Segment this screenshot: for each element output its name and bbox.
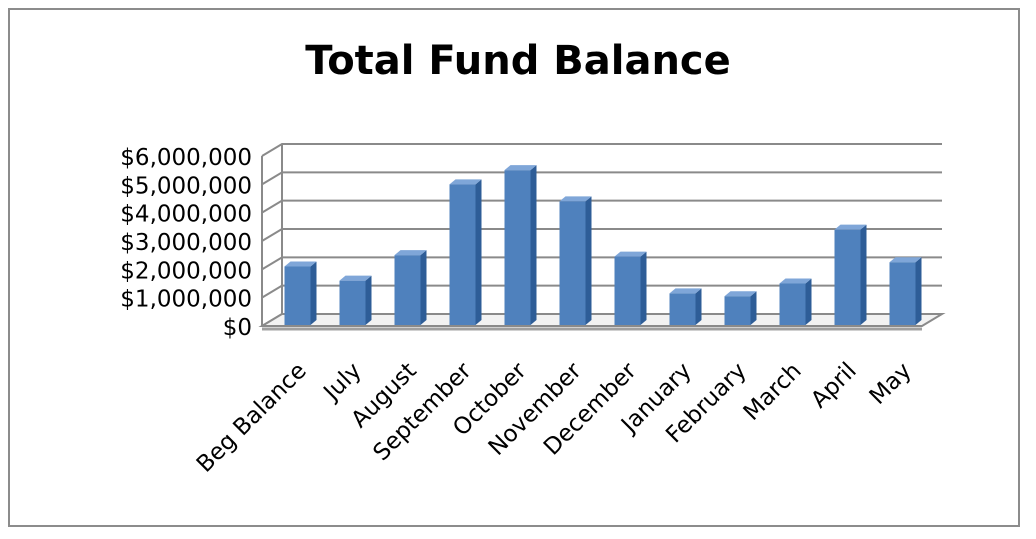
bar xyxy=(449,184,476,325)
x-tick-label: Beg Balance xyxy=(192,358,312,478)
bar-top xyxy=(449,179,482,185)
bar-side xyxy=(420,250,427,325)
bar xyxy=(504,170,531,325)
bar-side xyxy=(365,275,372,325)
y-tick-label: $0 xyxy=(223,315,252,341)
bar xyxy=(889,262,916,325)
bar xyxy=(559,201,586,325)
y-tick-label: $4,000,000 xyxy=(120,202,252,228)
y-tick-label: $5,000,000 xyxy=(120,173,252,199)
bar-top xyxy=(779,278,812,284)
y-tick-label: $3,000,000 xyxy=(120,230,252,256)
y-tick-label: $1,000,000 xyxy=(120,287,252,313)
bar-side xyxy=(640,251,647,325)
bar xyxy=(394,255,421,325)
bar-side xyxy=(695,288,702,325)
bar xyxy=(614,256,641,325)
bar-top xyxy=(669,288,702,294)
y-tick-label: $2,000,000 xyxy=(120,258,252,284)
bar-top xyxy=(614,251,647,257)
bar-side xyxy=(530,165,537,325)
bar-top xyxy=(834,224,867,230)
bar-side xyxy=(310,261,317,325)
bar xyxy=(669,293,696,325)
bar xyxy=(779,283,806,325)
bar-top xyxy=(284,261,317,267)
x-tick-label: March xyxy=(739,358,807,426)
chart-floor xyxy=(258,313,946,327)
bar xyxy=(724,296,751,325)
gridline xyxy=(261,171,942,186)
x-tick-label: May xyxy=(865,358,917,410)
bar-top xyxy=(504,165,537,171)
bar-side xyxy=(915,257,922,325)
bar-top xyxy=(559,196,592,202)
bar-side xyxy=(860,224,867,325)
x-tick-label: April xyxy=(806,358,862,414)
bar-top xyxy=(889,257,922,263)
bar-top xyxy=(724,291,757,297)
bar-side xyxy=(475,179,482,325)
bar xyxy=(834,229,861,325)
bar-top xyxy=(339,275,372,281)
bar xyxy=(284,266,311,325)
y-tick-label: $6,000,000 xyxy=(120,145,252,171)
gridline xyxy=(261,199,942,214)
bar-side xyxy=(805,278,812,325)
x-tick-label: July xyxy=(318,358,367,407)
bar-top xyxy=(394,250,427,256)
gridline xyxy=(261,143,942,157)
bar-side xyxy=(585,196,592,325)
chart-title: Total Fund Balance xyxy=(305,38,731,84)
bar xyxy=(339,280,366,325)
bar-side xyxy=(750,291,757,325)
